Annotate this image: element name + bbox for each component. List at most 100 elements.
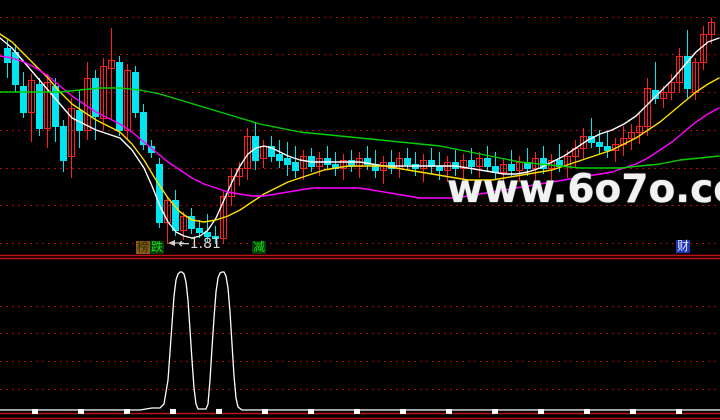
candle-body [68, 108, 75, 157]
candle [36, 78, 43, 136]
candle-body [228, 176, 235, 197]
candle-body [212, 236, 219, 239]
candle-body [636, 126, 643, 133]
candle [508, 150, 515, 176]
candle [580, 128, 587, 160]
candle-body [132, 72, 139, 113]
candle-body [628, 132, 635, 139]
candle-body [108, 60, 115, 69]
candle-body [4, 48, 11, 63]
candle-body [684, 56, 691, 89]
axis-tick [124, 409, 130, 414]
candle-body [508, 164, 515, 171]
signal-marker-wealth-char1: 财 [676, 239, 691, 253]
candle [196, 220, 203, 238]
axis-tick [78, 409, 84, 414]
signal-marker-wealth[interactable]: 财 [676, 239, 691, 253]
candle-body [204, 232, 211, 237]
axis-tick [492, 409, 498, 414]
ma-line-ma5 [0, 37, 720, 239]
ma-line-ma10 [0, 33, 720, 223]
candle [268, 136, 275, 162]
axis-tick-group [32, 409, 682, 414]
candle-body [404, 158, 411, 165]
axis-tick [446, 409, 452, 414]
price-callout-label: ←1.81 [178, 236, 221, 252]
signal-marker-crash[interactable]: 榜跌 [136, 240, 165, 254]
candle-body [28, 80, 35, 113]
candle-body [660, 92, 667, 99]
candle [684, 30, 691, 98]
candle-body [164, 200, 171, 223]
candle [324, 146, 331, 170]
ma-line-ma60 [0, 87, 720, 169]
candle [44, 74, 51, 148]
candle [132, 66, 139, 118]
indicator-line [0, 271, 720, 411]
candle-body [284, 158, 291, 165]
candle [156, 158, 163, 228]
axis-tick [400, 409, 406, 414]
axis-tick [216, 409, 222, 414]
candle [476, 152, 483, 178]
candle [108, 28, 115, 120]
candle [100, 58, 107, 130]
candle-body [196, 228, 203, 233]
candle [356, 152, 363, 178]
candle [332, 152, 339, 176]
candle [500, 158, 507, 184]
candle-body [140, 112, 147, 145]
candle [420, 154, 427, 182]
candle-body [652, 90, 659, 99]
candle [188, 208, 195, 234]
candle-body [300, 156, 307, 169]
candle [60, 120, 67, 172]
candle [28, 74, 35, 142]
candle-body [484, 158, 491, 167]
callout-arrow-head [168, 240, 175, 246]
candle [92, 70, 99, 140]
candle [604, 132, 611, 158]
candle [212, 226, 219, 244]
candle-body [436, 166, 443, 171]
candle-body [124, 70, 131, 131]
candle-body [156, 164, 163, 223]
candle-body [604, 146, 611, 151]
axis-tick [170, 409, 176, 414]
candle [380, 156, 387, 184]
candle [660, 86, 667, 108]
candle [228, 168, 235, 206]
candle-body [180, 216, 187, 231]
candle-body [276, 154, 283, 161]
candle-body [148, 146, 155, 153]
candle-body [36, 84, 43, 129]
candle [636, 112, 643, 144]
candle-body [188, 216, 195, 229]
candle [668, 74, 675, 100]
candle-body [92, 78, 99, 117]
candle [300, 150, 307, 180]
candle-body [340, 160, 347, 169]
candle-body [468, 160, 475, 167]
candle-body [476, 158, 483, 167]
candle [276, 140, 283, 168]
candle-body [460, 160, 467, 169]
candle [412, 152, 419, 176]
candle [76, 90, 83, 148]
candle [252, 122, 259, 170]
candle-body [500, 164, 507, 173]
candle-body [708, 22, 715, 35]
axis-tick [354, 409, 360, 414]
signal-marker-reduce[interactable]: 减 [252, 240, 267, 254]
signal-marker-reduce-char1: 减 [252, 240, 267, 254]
candle [84, 62, 91, 140]
signal-marker-crash-char1: 榜 [136, 240, 151, 254]
axis-tick [262, 409, 268, 414]
candle-body [116, 62, 123, 131]
candle-body [580, 136, 587, 149]
axis-tick [630, 409, 636, 414]
candle [260, 140, 267, 168]
candle-body [596, 142, 603, 147]
candle-body [220, 196, 227, 239]
candle-body [20, 86, 27, 113]
